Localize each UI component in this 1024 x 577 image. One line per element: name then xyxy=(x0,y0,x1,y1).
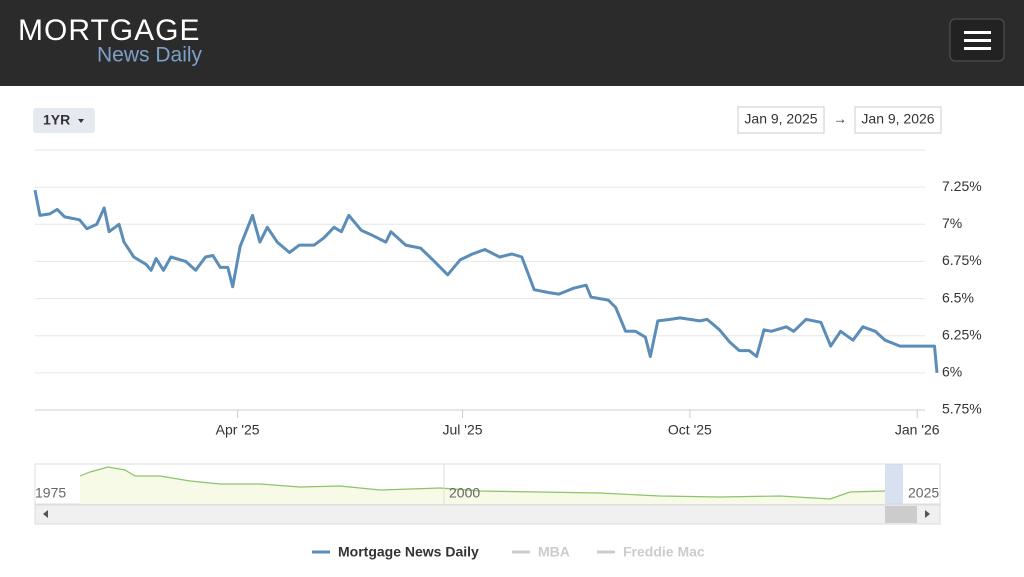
logo-subtitle: News Daily xyxy=(97,44,203,67)
range-arrow: → xyxy=(833,111,847,127)
navigator-label: 1975 xyxy=(35,485,66,501)
y-tick-label: 6.25% xyxy=(942,326,982,342)
date-to: Jan 9, 2026 xyxy=(861,111,934,127)
legend-label[interactable]: Mortgage News Daily xyxy=(338,544,479,560)
navigator-label: 2000 xyxy=(449,485,480,501)
y-tick-label: 6% xyxy=(942,364,962,380)
range-button-label: 1YR xyxy=(43,112,70,128)
menu-button[interactable] xyxy=(949,18,1005,62)
y-tick-label: 7.25% xyxy=(942,178,982,194)
x-tick-label: Oct '25 xyxy=(668,422,712,438)
y-tick-label: 7% xyxy=(942,215,962,231)
header-bar xyxy=(0,0,1024,86)
date-from-box[interactable] xyxy=(737,106,825,134)
legend-label[interactable]: Freddie Mac xyxy=(623,544,705,560)
navigator-label: 2025 xyxy=(908,485,939,501)
date-from: Jan 9, 2025 xyxy=(744,111,817,127)
x-tick-label: Jul '25 xyxy=(443,422,483,438)
navigator xyxy=(34,463,941,525)
x-tick-label: Jan '26 xyxy=(895,422,940,438)
y-tick-label: 5.75% xyxy=(942,401,982,417)
legend-label[interactable]: MBA xyxy=(538,544,570,560)
date-to-box[interactable] xyxy=(854,106,942,134)
y-tick-label: 6.75% xyxy=(942,252,982,268)
logo-title: MORTGAGE xyxy=(18,14,200,47)
x-tick-label: Apr '25 xyxy=(216,422,260,438)
series-line xyxy=(33,189,939,374)
y-tick-label: 6.5% xyxy=(942,289,974,305)
range-button[interactable] xyxy=(33,108,95,133)
